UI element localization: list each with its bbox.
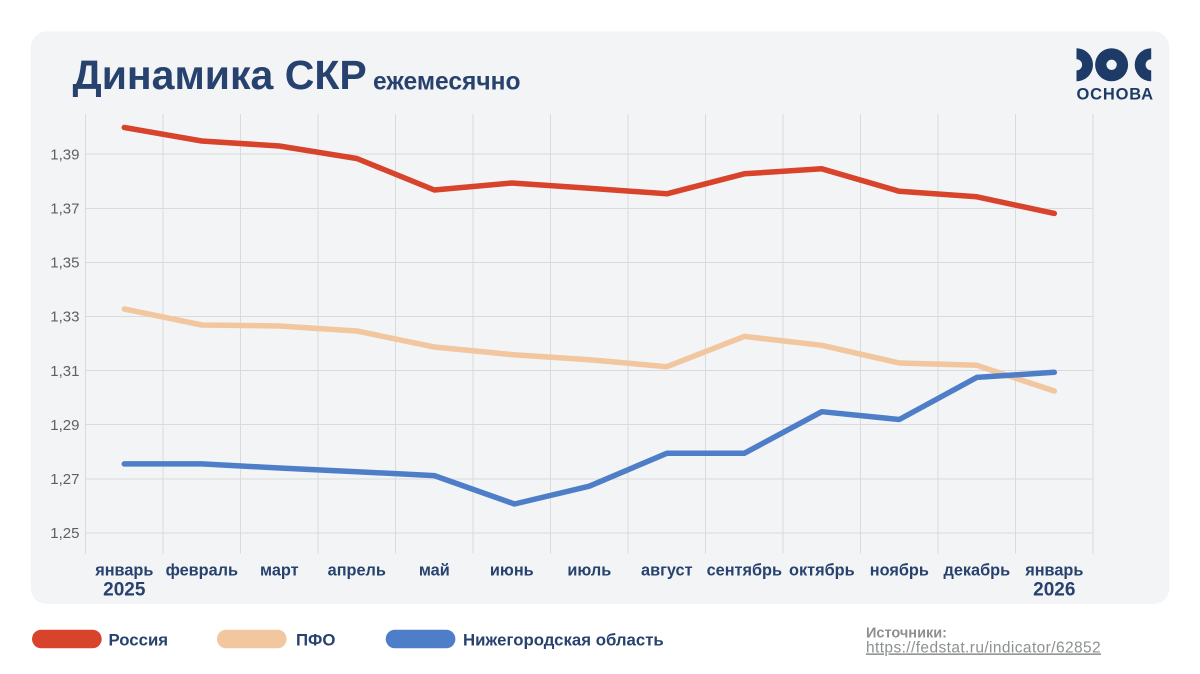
svg-text:ноябрь: ноябрь [870, 562, 929, 580]
svg-text:август: август [641, 562, 693, 580]
svg-text:2026: 2026 [1033, 580, 1075, 601]
svg-text:февраль: февраль [166, 562, 238, 580]
svg-text:май: май [419, 562, 450, 580]
svg-text:Россия: Россия [109, 631, 169, 650]
svg-text:март: март [260, 562, 299, 580]
svg-text:декабрь: декабрь [943, 562, 1010, 580]
svg-text:ОСНОВА: ОСНОВА [1077, 86, 1154, 104]
svg-text:октябрь: октябрь [789, 562, 855, 580]
svg-text:ПФО: ПФО [296, 631, 335, 650]
svg-text:1,27: 1,27 [50, 471, 79, 488]
svg-text:1,37: 1,37 [50, 201, 79, 218]
svg-text:сентябрь: сентябрь [707, 562, 782, 580]
svg-text:1,39: 1,39 [50, 146, 79, 163]
svg-text:1,33: 1,33 [50, 309, 79, 326]
svg-text:Динамика СКР: Динамика СКР [73, 52, 367, 98]
svg-text:январь: январь [1024, 562, 1083, 580]
svg-text:https://fedstat.ru/indicator/6: https://fedstat.ru/indicator/62852 [866, 639, 1101, 656]
svg-text:ежемесячно: ежемесячно [373, 68, 521, 95]
svg-text:2025: 2025 [103, 580, 146, 601]
svg-text:Источники:: Источники: [866, 625, 947, 641]
svg-text:Нижегородская область: Нижегородская область [463, 631, 664, 650]
svg-text:январь: январь [94, 562, 153, 580]
svg-text:июль: июль [567, 562, 611, 580]
svg-text:1,29: 1,29 [50, 417, 79, 434]
svg-text:апрель: апрель [328, 562, 386, 580]
svg-text:июнь: июнь [490, 562, 534, 580]
svg-text:1,35: 1,35 [50, 255, 79, 272]
svg-text:1,25: 1,25 [50, 525, 79, 542]
svg-text:1,31: 1,31 [50, 363, 79, 380]
